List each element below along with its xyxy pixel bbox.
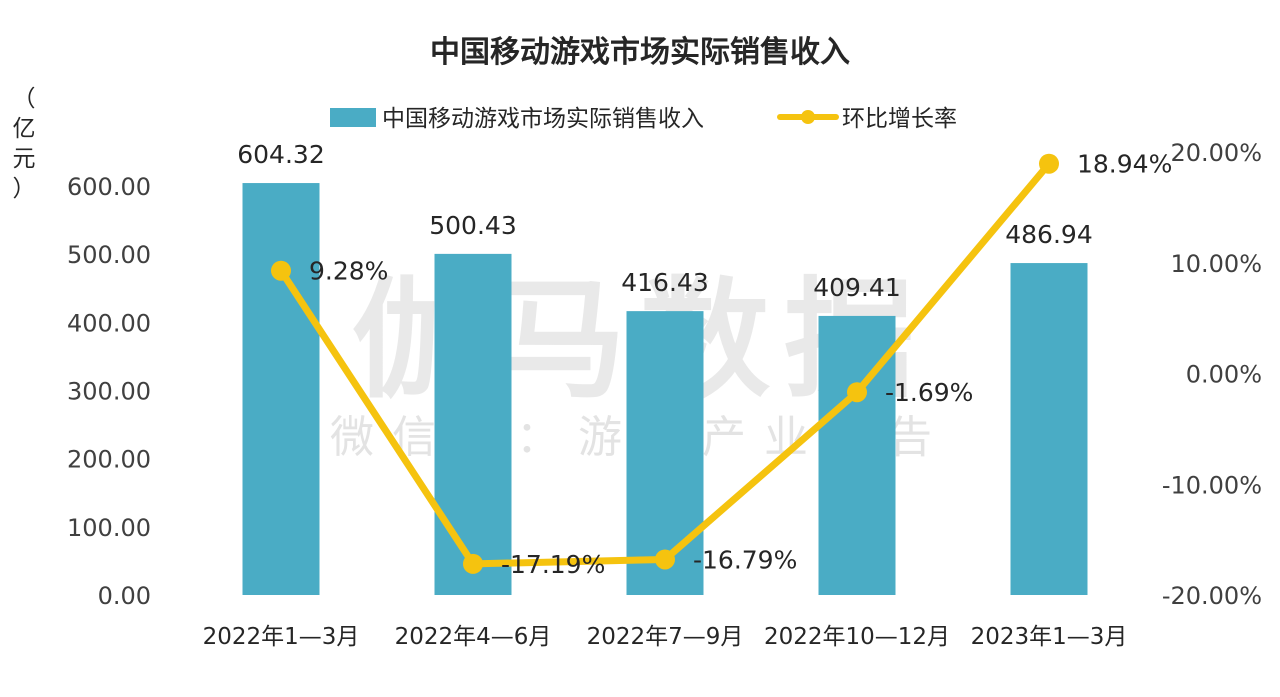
bar-value-label: 416.43 (621, 268, 708, 297)
x-tick-label: 2022年10—12月 (764, 624, 950, 650)
y-left-tick-label: 400.00 (67, 309, 151, 337)
y-left-axis: 0.00 100.00 200.00 300.00 400.00 500.00 600.00 (67, 173, 151, 610)
chart-title: 中国移动游戏市场实际销售收入 (430, 35, 850, 70)
growth-value-label: -17.19% (501, 550, 605, 579)
y-left-tick-label: 0.00 (98, 582, 151, 610)
y-left-tick-label: 500.00 (67, 241, 151, 269)
growth-point (655, 549, 675, 570)
y-right-tick-label: 0.00% (1186, 361, 1262, 389)
x-tick-label: 2022年4—6月 (395, 624, 552, 650)
y-left-unit-label: （ 亿元 ） (13, 86, 36, 202)
legend-bar-label: 中国移动游戏市场实际销售收入 (382, 106, 704, 132)
growth-point (1039, 153, 1059, 174)
y-left-tick-label: 200.00 (67, 446, 151, 474)
bar (626, 311, 704, 595)
legend-bar-swatch (330, 108, 376, 127)
y-left-tick-label: 600.00 (67, 173, 151, 201)
growth-point (271, 260, 291, 281)
y-left-tick-label: 300.00 (67, 378, 151, 406)
y-right-tick-label: 20.00% (1170, 139, 1262, 167)
y-left-tick-label: 100.00 (67, 514, 151, 542)
x-tick-label: 2022年7—9月 (587, 624, 744, 650)
y-right-tick-label: 10.00% (1170, 250, 1262, 278)
line-series (271, 153, 1059, 574)
y-left-unit-char: 亿 (13, 116, 36, 142)
bar-value-label: 604.32 (237, 140, 324, 169)
legend-line-label: 环比增长率 (842, 106, 957, 132)
bar-value-label: 409.41 (813, 273, 900, 302)
y-left-unit-char: 元 (13, 146, 36, 172)
y-right-tick-label: -10.00% (1162, 471, 1262, 499)
bar-labels: 604.32 500.43 416.43 409.41 486.94 (237, 140, 1092, 302)
bar-value-label: 500.43 (429, 211, 516, 240)
bar (434, 253, 512, 596)
y-right-tick-label: -20.00% (1162, 582, 1262, 610)
y-left-unit-char: ） (13, 176, 36, 202)
bar-series (242, 183, 1088, 596)
growth-point (463, 553, 483, 574)
y-left-unit-char: （ (13, 86, 36, 112)
growth-value-label: 18.94% (1077, 150, 1172, 179)
legend: 中国移动游戏市场实际销售收入 环比增长率 (330, 106, 957, 132)
x-axis: 2022年1—3月 2022年4—6月 2022年7—9月 2022年10—12月 20… (203, 624, 1128, 650)
growth-value-label: -1.69% (885, 378, 973, 407)
x-tick-label: 2022年1—3月 (203, 624, 360, 650)
x-tick-label: 2023年1—3月 (971, 624, 1128, 650)
growth-value-label: -16.79% (693, 545, 797, 574)
growth-value-label: 9.28% (309, 257, 388, 286)
legend-line-marker (801, 110, 815, 124)
y-right-axis: -20.00% -10.00% 0.00% 10.00% 20.00% (1162, 139, 1262, 610)
growth-point (847, 382, 867, 403)
bar (1010, 263, 1088, 595)
bar (242, 183, 320, 595)
bar-value-label: 486.94 (1005, 220, 1092, 249)
line-labels: 9.28% -17.19% -16.79% -1.69% 18.94% (309, 150, 1172, 579)
